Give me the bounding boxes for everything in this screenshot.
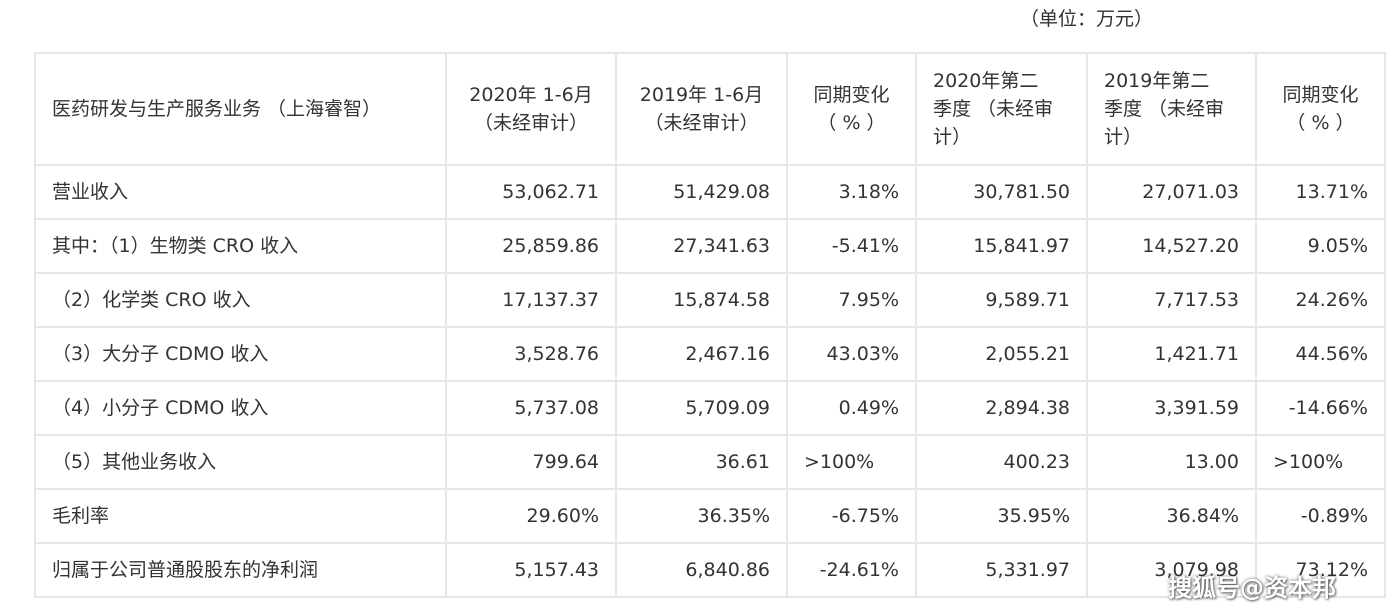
row-label: 归属于公司普通股股东的净利润 — [34, 542, 447, 598]
row-label: 营业收入 — [34, 164, 447, 220]
cell-2020-q2: 9,589.71 — [915, 272, 1088, 328]
cell-change-h1: -5.41% — [786, 218, 917, 274]
header-2020-h1: 2020年 1-6月 （未经审计） — [445, 52, 617, 166]
table-row: 归属于公司普通股股东的净利润 5,157.43 6,840.86 -24.61%… — [34, 542, 1386, 598]
row-label: （3）大分子 CDMO 收入 — [34, 326, 447, 382]
cell-2020-h1: 25,859.86 — [445, 218, 617, 274]
cell-2019-h1: 15,874.58 — [615, 272, 788, 328]
table-row: 营业收入 53,062.71 51,429.08 3.18% 30,781.50… — [34, 164, 1386, 220]
cell-2019-q2: 3,079.98 — [1086, 542, 1257, 598]
cell-2020-q2: 2,894.38 — [915, 380, 1088, 436]
cell-2019-h1: 51,429.08 — [615, 164, 788, 220]
cell-change-h1: 0.49% — [786, 380, 917, 436]
cell-2019-q2: 13.00 — [1086, 434, 1257, 490]
cell-change-q2: -0.89% — [1255, 488, 1386, 544]
header-change-q2-line2: （ % ） — [1286, 112, 1355, 134]
cell-change-q2: 9.05% — [1255, 218, 1386, 274]
table-row: （2）化学类 CRO 收入 17,137.37 15,874.58 7.95% … — [34, 272, 1386, 328]
cell-2020-h1: 3,528.76 — [445, 326, 617, 382]
cell-2020-h1: 29.60% — [445, 488, 617, 544]
cell-2019-q2: 1,421.71 — [1086, 326, 1257, 382]
cell-2019-h1: 27,341.63 — [615, 218, 788, 274]
cell-2019-q2: 36.84% — [1086, 488, 1257, 544]
watermark: 搜狐号@资本邦 — [1168, 574, 1336, 602]
header-segment: 医药研发与生产服务业务 （上海睿智） — [34, 52, 447, 166]
row-label: （5）其他业务收入 — [34, 434, 447, 490]
table-row: 其中：（1）生物类 CRO 收入 25,859.86 27,341.63 -5.… — [34, 218, 1386, 274]
header-2020-q2-line2: 季度 （未经审 — [933, 98, 1054, 120]
table-header-row: 医药研发与生产服务业务 （上海睿智） 2020年 1-6月 （未经审计） 201… — [34, 52, 1386, 166]
cell-change-q2: 73.12% — [1255, 542, 1386, 598]
row-label: （2）化学类 CRO 收入 — [34, 272, 447, 328]
cell-change-h1: 3.18% — [786, 164, 917, 220]
header-change-h1-line1: 同期变化 — [813, 84, 890, 106]
cell-2020-h1: 53,062.71 — [445, 164, 617, 220]
cell-2019-q2: 27,071.03 — [1086, 164, 1257, 220]
table-row: 毛利率 29.60% 36.35% -6.75% 35.95% 36.84% -… — [34, 488, 1386, 544]
cell-change-q2: >100% — [1255, 434, 1386, 490]
cell-change-q2: 13.71% — [1255, 164, 1386, 220]
row-label: 其中：（1）生物类 CRO 收入 — [34, 218, 447, 274]
cell-2019-q2: 3,391.59 — [1086, 380, 1257, 436]
cell-2019-h1: 36.35% — [615, 488, 788, 544]
header-change-q2-line1: 同期变化 — [1282, 84, 1359, 106]
cell-2020-q2: 2,055.21 — [915, 326, 1088, 382]
table-row: （4）小分子 CDMO 收入 5,737.08 5,709.09 0.49% 2… — [34, 380, 1386, 436]
cell-change-h1: 43.03% — [786, 326, 917, 382]
cell-2020-h1: 799.64 — [445, 434, 617, 490]
financial-table: 医药研发与生产服务业务 （上海睿智） 2020年 1-6月 （未经审计） 201… — [34, 52, 1386, 598]
header-2020-h1-line2: （未经审计） — [473, 112, 588, 134]
unit-note: （单位：万元） — [1020, 8, 1154, 30]
cell-change-q2: -14.66% — [1255, 380, 1386, 436]
cell-2019-h1: 5,709.09 — [615, 380, 788, 436]
header-2019-q2-line2: 季度 （未经审 — [1104, 98, 1225, 120]
header-2020-h1-line1: 2020年 1-6月 — [469, 84, 593, 106]
header-change-h1: 同期变化 （ % ） — [786, 52, 917, 166]
header-2020-q2: 2020年第二 季度 （未经审 计） — [915, 52, 1088, 166]
header-change-h1-line2: （ % ） — [817, 112, 886, 134]
cell-change-h1: -6.75% — [786, 488, 917, 544]
header-change-q2: 同期变化 （ % ） — [1255, 52, 1386, 166]
header-2019-q2-line3: 计） — [1104, 126, 1143, 148]
header-2019-h1: 2019年 1-6月 （未经审计） — [615, 52, 788, 166]
header-2019-q2: 2019年第二 季度 （未经审 计） — [1086, 52, 1257, 166]
cell-2019-q2: 14,527.20 — [1086, 218, 1257, 274]
header-2019-q2-line1: 2019年第二 — [1104, 70, 1210, 92]
cell-2020-h1: 5,737.08 — [445, 380, 617, 436]
cell-2020-h1: 5,157.43 — [445, 542, 617, 598]
table-row: （5）其他业务收入 799.64 36.61 >100% 400.23 13.0… — [34, 434, 1386, 490]
header-2020-q2-line3: 计） — [933, 126, 972, 148]
header-2020-q2-line1: 2020年第二 — [933, 70, 1039, 92]
cell-change-q2: 24.26% — [1255, 272, 1386, 328]
cell-change-q2: 44.56% — [1255, 326, 1386, 382]
cell-2020-h1: 17,137.37 — [445, 272, 617, 328]
cell-change-h1: -24.61% — [786, 542, 917, 598]
cell-2019-h1: 2,467.16 — [615, 326, 788, 382]
row-label: 毛利率 — [34, 488, 447, 544]
cell-2020-q2: 400.23 — [915, 434, 1088, 490]
cell-change-h1: 7.95% — [786, 272, 917, 328]
row-label: （4）小分子 CDMO 收入 — [34, 380, 447, 436]
cell-2020-q2: 30,781.50 — [915, 164, 1088, 220]
cell-2020-q2: 35.95% — [915, 488, 1088, 544]
cell-2020-q2: 15,841.97 — [915, 218, 1088, 274]
header-2019-h1-line1: 2019年 1-6月 — [639, 84, 764, 106]
cell-2019-h1: 6,840.86 — [615, 542, 788, 598]
table-row: （3）大分子 CDMO 收入 3,528.76 2,467.16 43.03% … — [34, 326, 1386, 382]
cell-change-h1: >100% — [786, 434, 917, 490]
cell-2019-h1: 36.61 — [615, 434, 788, 490]
header-2019-h1-line2: （未经审计） — [644, 112, 759, 134]
cell-2019-q2: 7,717.53 — [1086, 272, 1257, 328]
cell-2020-q2: 5,331.97 — [915, 542, 1088, 598]
